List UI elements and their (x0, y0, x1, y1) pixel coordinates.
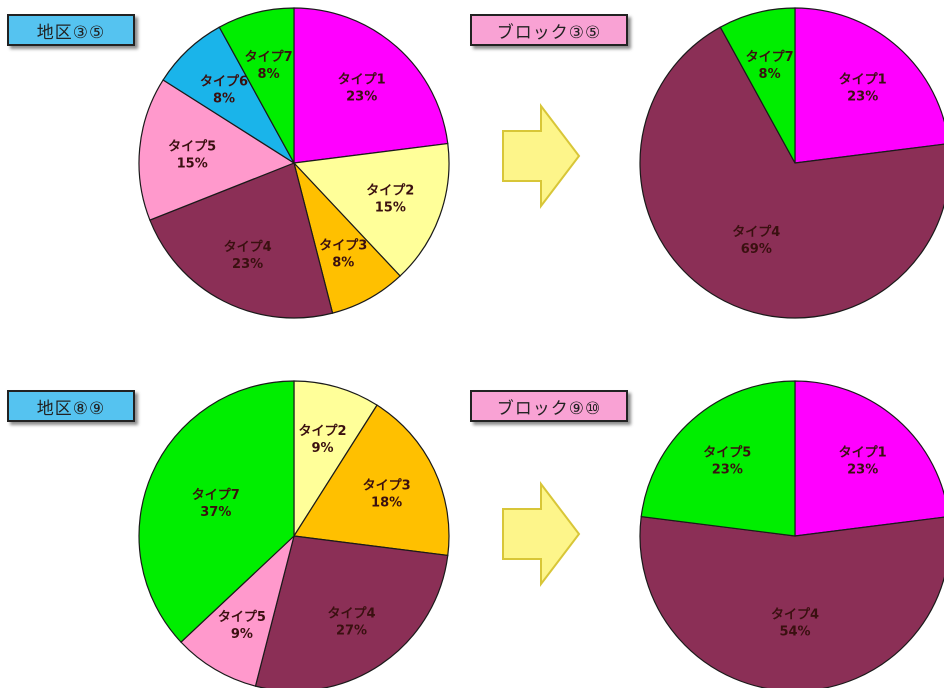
pie-slice (292, 142, 450, 277)
slice-percent: 23% (346, 89, 377, 104)
slice-label: タイプ1 (839, 72, 887, 87)
slice-percent: 27% (336, 624, 367, 639)
slice-percent: 54% (779, 624, 810, 639)
slice-label: タイプ1 (338, 72, 386, 87)
slice-percent: 8% (213, 91, 235, 106)
pie-chart-1: タイプ1 23% タイプ2 15% タイプ3 8% タイプ4 23% タイプ5 15% タイプ6 8%… (138, 7, 450, 319)
pie-chart-2: タイプ1 23% タイプ4 69% タイプ7 8% (639, 7, 944, 319)
slice-percent: 15% (177, 156, 208, 171)
pie-slice (254, 535, 449, 688)
slice-label: タイプ4 (327, 607, 375, 622)
pie-slice (180, 534, 296, 687)
slice-label: タイプ3 (363, 478, 411, 493)
pie-slice (138, 380, 295, 643)
slice-percent: 23% (847, 89, 878, 104)
pie-slice (640, 380, 796, 537)
pie-slice (149, 162, 334, 319)
slice-percent: 37% (200, 505, 231, 520)
right-arrow-icon-top (502, 103, 581, 209)
pie-slice (293, 7, 449, 164)
slice-label: タイプ5 (218, 610, 266, 625)
district-8-9-tag: 地区⑧⑨ (7, 390, 135, 422)
slice-label: タイプ5 (168, 139, 216, 154)
slice-percent: 23% (232, 257, 263, 272)
slice-label: タイプ4 (224, 240, 272, 255)
district-3-5-tag: 地区③⑤ (7, 14, 135, 46)
slice-percent: 23% (847, 462, 878, 477)
pie-slice (138, 79, 296, 221)
slice-label: タイプ7 (192, 488, 240, 503)
slice-percent: 8% (759, 67, 781, 82)
slice-percent: 9% (311, 441, 333, 456)
slice-label: タイプ3 (319, 239, 367, 254)
pie-slice (293, 380, 378, 539)
slice-label: タイプ5 (703, 445, 751, 460)
slice-percent: 69% (741, 242, 772, 257)
slice-percent: 23% (712, 462, 743, 477)
block-3-5-tag: ブロック③⑤ (470, 14, 628, 46)
pie-chart-3: タイプ2 9% タイプ3 18% タイプ4 27% タイプ5 9% タイプ7 37% (138, 380, 450, 688)
slice-percent: 15% (375, 201, 406, 216)
slice-percent: 8% (258, 67, 280, 82)
right-arrow-icon-bottom (502, 481, 581, 587)
pie-slice (218, 7, 295, 164)
slice-label: タイプ7 (245, 50, 293, 65)
slice-percent: 9% (231, 627, 253, 642)
slice-label: タイプ1 (839, 445, 887, 460)
slice-percent: 18% (371, 495, 402, 510)
slice-label: タイプ2 (298, 424, 346, 439)
pie-slice (292, 404, 450, 557)
slice-label: タイプ7 (746, 50, 794, 65)
pie-slice (639, 26, 944, 319)
pie-slice (639, 515, 944, 688)
slice-percent: 8% (332, 256, 354, 271)
pie-chart-4: タイプ1 23% タイプ4 54% タイプ5 23% (639, 380, 944, 688)
slice-label: タイプ6 (200, 74, 248, 89)
pie-slice (719, 7, 796, 164)
slice-label: タイプ4 (732, 225, 780, 240)
block-9-10-tag: ブロック⑨⑩ (470, 390, 628, 422)
slice-label: タイプ4 (771, 607, 819, 622)
slice-label: タイプ2 (366, 184, 414, 199)
